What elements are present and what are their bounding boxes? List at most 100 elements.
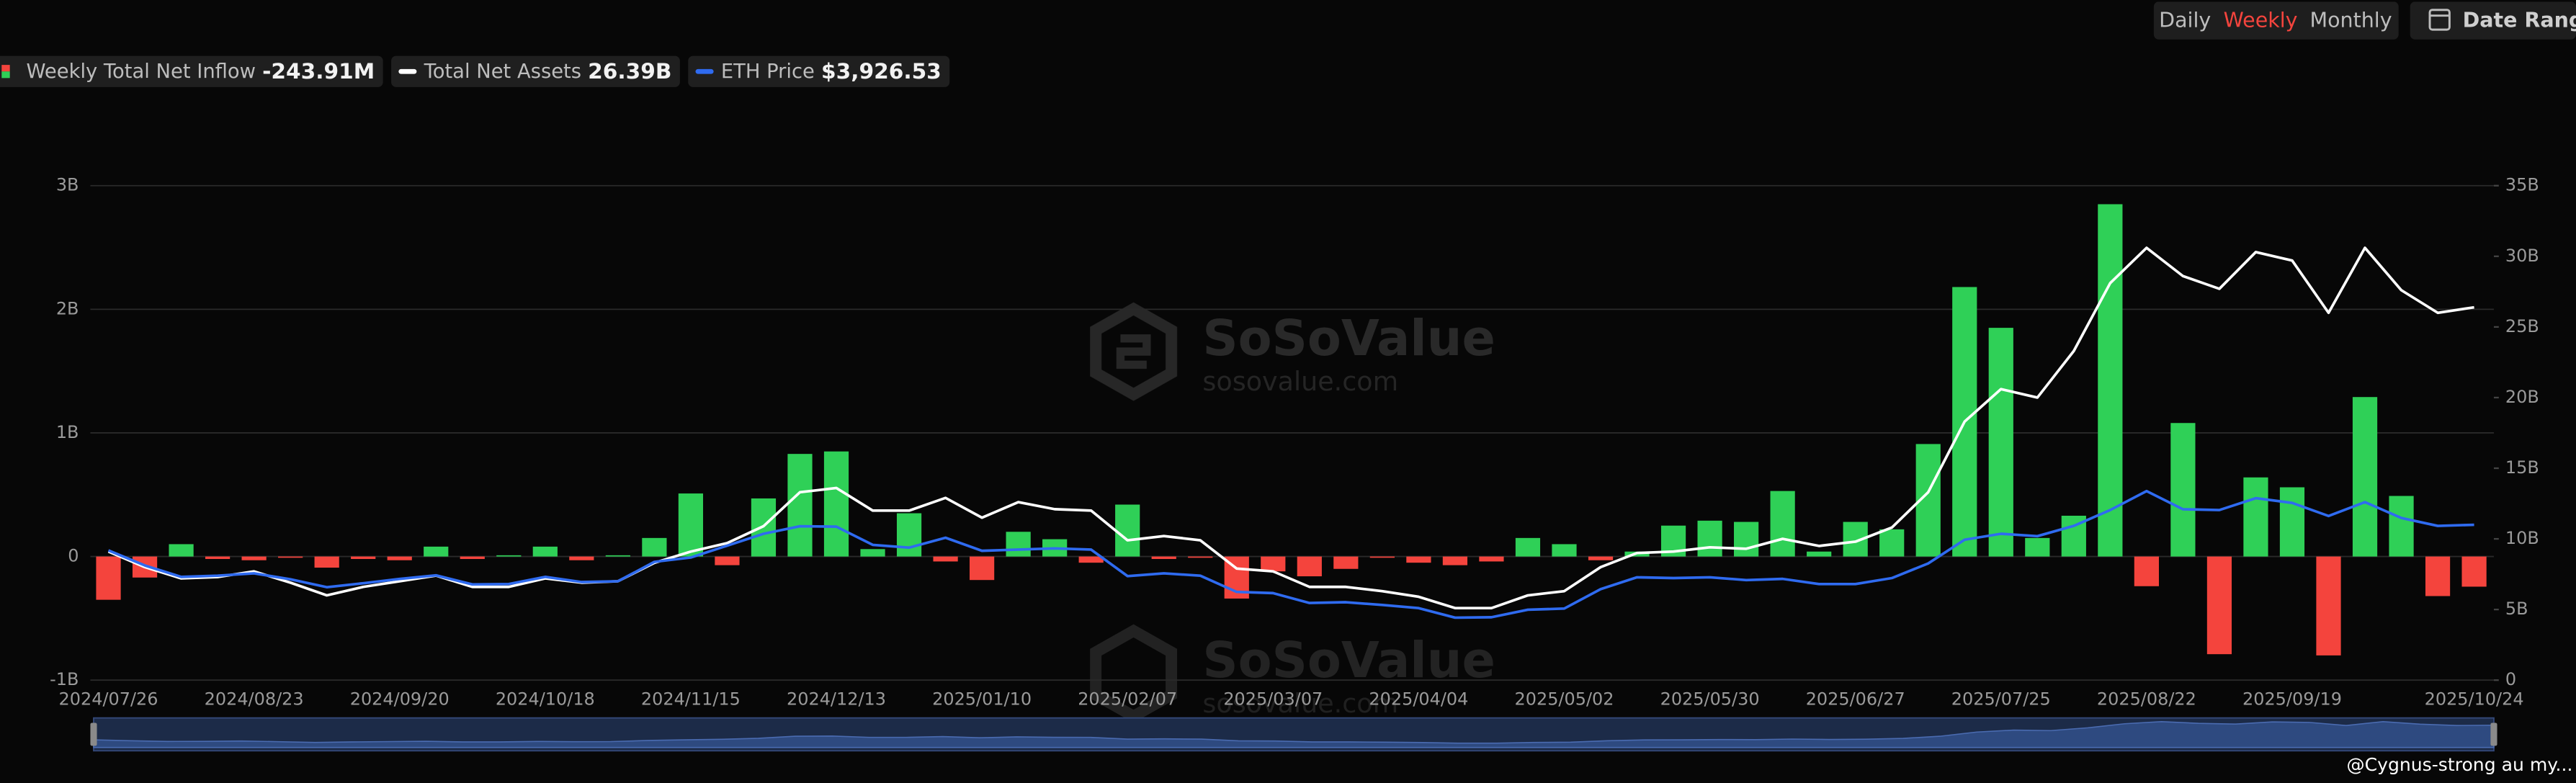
y2-tick-label: 5B bbox=[2505, 599, 2528, 619]
bar bbox=[351, 556, 376, 560]
bar bbox=[1515, 537, 1541, 557]
interval-option[interactable]: Monthly bbox=[2309, 9, 2392, 32]
bar bbox=[933, 556, 958, 562]
x-tick-label: 2025/05/02 bbox=[1515, 689, 1614, 710]
bar bbox=[1078, 556, 1104, 563]
bar bbox=[169, 544, 194, 557]
bar bbox=[1770, 491, 1795, 557]
plot: -1B 0 1B 2B 3B 0 5B 10B 15B 20B 25B 30B 35B 2024/07/2… bbox=[50, 175, 2539, 752]
x-tick-label: 2025/01/10 bbox=[932, 689, 1032, 710]
bar bbox=[2425, 556, 2451, 596]
legend-item[interactable]: Total Net Assets 26.39B bbox=[391, 55, 680, 87]
y-tick-label: 1B bbox=[56, 422, 79, 442]
watermark-brand: SoSoValue bbox=[1202, 310, 1495, 367]
watermark-site: sosovalue.com bbox=[1202, 688, 1398, 719]
y-tick-label: 3B bbox=[56, 175, 79, 195]
navigator-handle[interactable] bbox=[2490, 722, 2497, 746]
y-tick-label: 2B bbox=[56, 298, 79, 318]
bar bbox=[460, 556, 485, 560]
y2-tick-label: 25B bbox=[2505, 316, 2539, 336]
legend-value: $3,926.53 bbox=[821, 58, 942, 84]
bar bbox=[314, 556, 339, 568]
legend-name[interactable]: ETH Price bbox=[721, 61, 815, 83]
navigator-handle[interactable] bbox=[90, 722, 97, 746]
watermark: SoSoValue sosovalue.com SoSoValue sosova… bbox=[1090, 302, 1495, 723]
x-tick-label: 2025/07/25 bbox=[1951, 689, 2051, 710]
x-tick-label: 2025/02/07 bbox=[1078, 689, 1177, 710]
bar bbox=[387, 556, 412, 560]
bar bbox=[2170, 423, 2196, 557]
bar bbox=[1151, 556, 1176, 560]
bar bbox=[424, 546, 449, 557]
bar bbox=[2461, 556, 2487, 587]
controls: Date Range Daily Weekly Monthly bbox=[2153, 1, 2576, 40]
bar bbox=[1188, 556, 1213, 558]
bar bbox=[678, 493, 704, 557]
bar bbox=[1552, 544, 1577, 557]
y-tick-label: -1B bbox=[50, 669, 79, 689]
bar bbox=[1479, 556, 1504, 562]
legend-chip[interactable] bbox=[0, 55, 383, 87]
calendar-icon bbox=[2428, 9, 2451, 31]
bar bbox=[1261, 556, 1286, 572]
line-series bbox=[107, 246, 2474, 610]
y-tick-label: 0 bbox=[68, 546, 79, 566]
legend-item[interactable]: ETH Price $3,926.53 bbox=[688, 55, 950, 87]
bar bbox=[2134, 556, 2159, 586]
legend-swatch bbox=[1, 65, 10, 72]
bar bbox=[1115, 504, 1140, 557]
bar bbox=[1734, 522, 1759, 557]
bar bbox=[787, 454, 813, 557]
bar bbox=[969, 556, 995, 581]
x-tick-label: 2024/12/13 bbox=[787, 689, 886, 710]
y2-tick-label: 20B bbox=[2505, 387, 2539, 407]
bar bbox=[1442, 556, 1468, 565]
legend-value: 26.39B bbox=[588, 58, 671, 84]
interval-option[interactable]: Weekly bbox=[2224, 9, 2298, 32]
footer-credit: @Cygnus-strong au my... bbox=[2347, 754, 2573, 775]
bar bbox=[496, 555, 522, 557]
bar bbox=[2243, 477, 2268, 557]
y2-tick-label: 10B bbox=[2505, 528, 2539, 548]
bar bbox=[1369, 556, 1395, 558]
bar bbox=[532, 546, 558, 557]
bar bbox=[96, 556, 121, 600]
y2-tick-label: 30B bbox=[2505, 246, 2539, 266]
legend-name[interactable]: Weekly Total Net Inflow bbox=[26, 61, 256, 83]
legend: Weekly Total Net Inflow -243.91M Total Net… bbox=[0, 55, 950, 87]
legend-value: -243.91M bbox=[262, 58, 375, 84]
bar bbox=[205, 556, 231, 560]
bar bbox=[1297, 556, 1322, 577]
bar bbox=[1406, 556, 1431, 563]
x-tick-label: 2024/07/26 bbox=[59, 689, 158, 710]
x-tick-label: 2025/06/27 bbox=[1806, 689, 1905, 710]
interval-option[interactable]: Daily bbox=[2159, 9, 2211, 32]
navigator[interactable] bbox=[90, 717, 2497, 752]
bar bbox=[715, 556, 740, 565]
bar bbox=[241, 556, 267, 560]
legend-chip[interactable] bbox=[688, 55, 950, 87]
legend-item[interactable]: Weekly Total Net Inflow -243.91M bbox=[0, 55, 383, 87]
bar bbox=[2206, 556, 2232, 655]
bar bbox=[569, 556, 594, 560]
x-tick-label: 2025/04/04 bbox=[1369, 689, 1468, 710]
bar bbox=[278, 556, 303, 558]
bar bbox=[2098, 204, 2123, 557]
bar bbox=[2389, 496, 2414, 557]
bar bbox=[896, 513, 922, 557]
legend-name[interactable]: Total Net Assets bbox=[424, 61, 581, 83]
bar bbox=[1697, 520, 1722, 557]
x-tick-label: 2025/08/22 bbox=[2097, 689, 2196, 710]
bar bbox=[642, 537, 667, 557]
date-range-label[interactable]: Date Range bbox=[2463, 9, 2576, 32]
watermark-logo bbox=[1090, 624, 1178, 723]
bar bbox=[1588, 556, 1614, 560]
bar bbox=[1879, 529, 1905, 557]
legend-chip[interactable] bbox=[391, 55, 680, 87]
bar bbox=[2352, 397, 2378, 557]
bar bbox=[823, 451, 849, 557]
date-range-button[interactable] bbox=[2410, 1, 2576, 40]
bar bbox=[1006, 532, 1031, 557]
